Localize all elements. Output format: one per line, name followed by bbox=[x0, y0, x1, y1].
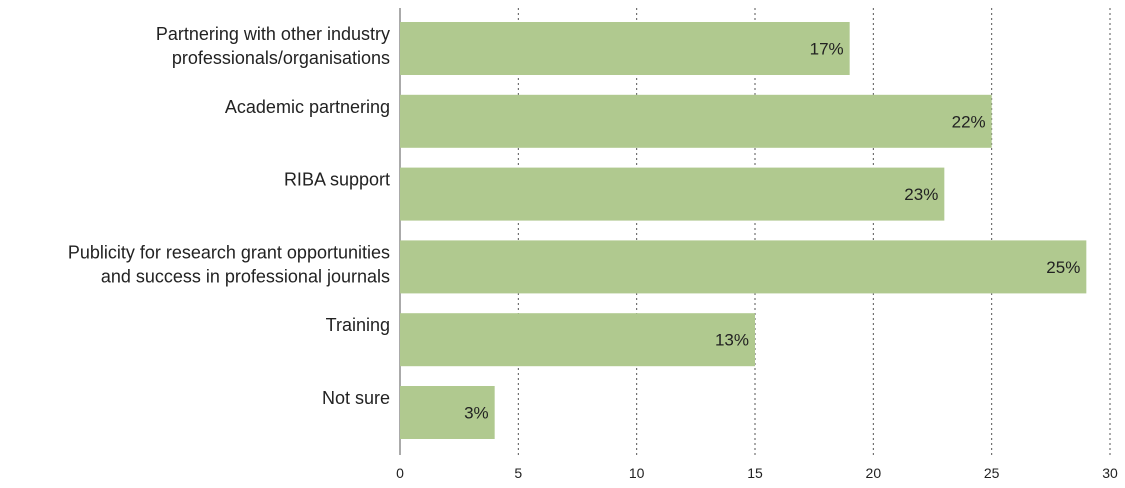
bars: 17% 22% 23% 25% 13% 3% bbox=[400, 22, 1087, 439]
category-label: Partnering with other industry profession… bbox=[156, 24, 390, 68]
data-label: 23% bbox=[904, 185, 938, 204]
x-tick-label: 15 bbox=[747, 465, 763, 481]
x-axis-ticks: 0 5 10 15 20 25 30 bbox=[396, 465, 1118, 481]
x-tick-label: 20 bbox=[866, 465, 882, 481]
category-label: Publicity for research grant opportuniti… bbox=[68, 242, 390, 286]
bar bbox=[400, 22, 850, 75]
bar bbox=[400, 94, 992, 148]
x-tick-label: 25 bbox=[984, 465, 1000, 481]
data-label: 17% bbox=[810, 40, 844, 59]
category-labels: Partnering with other industry profession… bbox=[68, 24, 390, 408]
data-label: 22% bbox=[952, 112, 986, 131]
x-tick-label: 10 bbox=[629, 465, 645, 481]
bar bbox=[400, 240, 1087, 294]
category-label: Not sure bbox=[322, 388, 390, 408]
category-label: Academic partnering bbox=[225, 97, 390, 117]
x-tick-label: 30 bbox=[1102, 465, 1118, 481]
x-tick-label: 0 bbox=[396, 465, 404, 481]
bar bbox=[400, 386, 495, 439]
category-label: Training bbox=[326, 315, 390, 335]
bar bbox=[400, 313, 755, 367]
data-label: 13% bbox=[715, 331, 749, 350]
category-label: RIBA support bbox=[284, 170, 390, 190]
data-label: 25% bbox=[1046, 258, 1080, 277]
bar bbox=[400, 167, 945, 221]
x-tick-label: 5 bbox=[514, 465, 522, 481]
grid-lines bbox=[399, 8, 1111, 455]
data-label: 3% bbox=[464, 404, 489, 423]
